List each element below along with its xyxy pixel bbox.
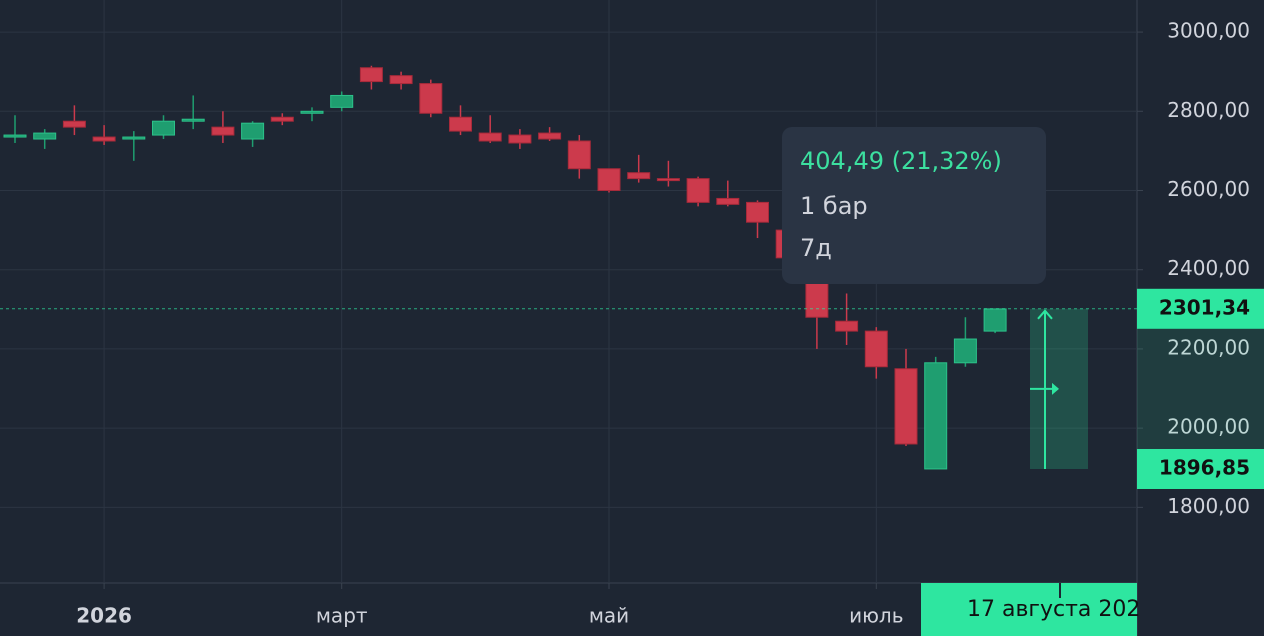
candle-body [864, 330, 888, 368]
y-tick-label: 2000,00 [1167, 415, 1250, 439]
crosshair-x-label: 17 августа 202 [967, 597, 1140, 622]
candle-body [419, 83, 443, 114]
x-tick-label: июль [849, 604, 903, 628]
measure-arrowhead-h [1052, 382, 1059, 395]
candle-body [241, 122, 265, 140]
price-label-box [1137, 288, 1264, 329]
candle-body [924, 362, 948, 470]
y-tick-label: 2800,00 [1167, 98, 1250, 122]
candle-body [359, 67, 383, 83]
candle-body [62, 120, 86, 128]
candle-body [152, 120, 175, 136]
candle-body [33, 132, 57, 140]
overlay: 404,49 (21,32%) 1 бар 7д 17 августа 202 [782, 127, 1140, 636]
y-tick-label: 2600,00 [1167, 177, 1250, 201]
crosshair-label-box [921, 583, 1137, 636]
candle-body [538, 132, 562, 140]
price-label: 2301,34 [1159, 295, 1250, 319]
candle-body [508, 134, 532, 144]
candle-body [567, 140, 591, 170]
candle-body [449, 116, 472, 132]
tooltip-period: 7д [800, 234, 832, 262]
x-tick-label: март [316, 604, 368, 628]
candle-body [122, 136, 146, 140]
price-label: 1896,85 [1159, 455, 1250, 479]
candle-body [656, 178, 680, 182]
tooltip-bars: 1 бар [800, 192, 868, 220]
candle-body [716, 197, 740, 205]
y-tick-label: 2200,00 [1167, 335, 1250, 359]
tooltip-box [782, 127, 1046, 284]
y-tick-label: 3000,00 [1167, 19, 1250, 43]
candle-body [330, 94, 354, 108]
candle-body [389, 75, 413, 85]
price-label-box [1137, 448, 1264, 489]
candle-body [3, 134, 27, 138]
candle-body [746, 201, 769, 223]
measure-arrowhead-v [1037, 309, 1053, 320]
candle-body [686, 178, 710, 203]
candle-body [627, 172, 651, 180]
x-tick-label: май [589, 604, 629, 628]
candle-body [597, 168, 621, 192]
candle-body [181, 118, 205, 122]
candle-body [92, 136, 116, 142]
candle-body [211, 126, 235, 136]
candle-body [835, 320, 859, 332]
tooltip-change: 404,49 (21,32%) [800, 147, 1002, 175]
candle-body [805, 281, 829, 318]
y-tick-label: 1800,00 [1167, 494, 1250, 518]
candle-body [894, 368, 918, 445]
candle-body [300, 110, 324, 114]
candle-body [953, 338, 977, 364]
candle-body [478, 132, 502, 142]
x-tick-label: 2026 [76, 604, 132, 628]
axis-range [1137, 308, 1264, 469]
candle-body [983, 308, 1007, 332]
y-tick-label: 2400,00 [1167, 256, 1250, 280]
candle-body [270, 116, 294, 122]
